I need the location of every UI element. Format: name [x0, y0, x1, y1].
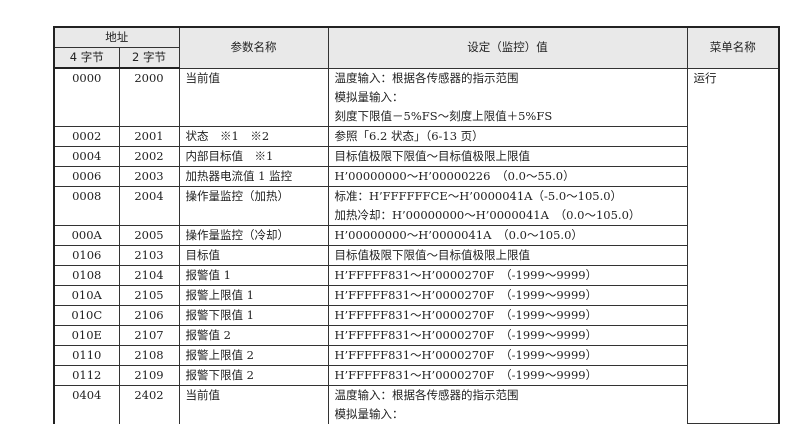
address-4byte: 0006 [53, 165, 120, 187]
table-row: 010E 2107 报警值 2 H’FFFFF831～H’0000270F （-199… [53, 324, 779, 346]
address-4byte: 0106 [53, 244, 120, 266]
table-row: 0112 2109 报警下限值 2 H’FFFFF831～H’0000270F （-1… [53, 364, 779, 386]
setting-value-line: 目标值极限下限值～目标值极限上限值 [334, 148, 531, 163]
param-name: 报警上限值 1 [178, 284, 329, 306]
param-name: 报警值 2 [178, 324, 329, 346]
table-row: 0108 2104 报警值 1 H’FFFFF831～H’0000270F （-199… [53, 264, 779, 286]
setting-value-line: H’FFFFF831～H’0000270F （-1999～9999） [334, 327, 598, 342]
setting-value: H’00000000～H’0000041A （0.0～105.0） [327, 224, 688, 246]
table-row: 010C 2106 报警下限值 1 H’FFFFF831～H’0000270F （-1… [53, 304, 779, 326]
setting-value-line: 加热冷却：H’00000000～H’0000041A （0.0～105.0） [334, 207, 641, 222]
param-name: 操作量监控（冷却） [178, 224, 329, 246]
setting-value: 温度输入：根据各传感器的指示范围 模拟量输入： 刻度下限值－5%FS～刻度上限值＋5… [327, 67, 688, 127]
address-2byte: 2104 [118, 264, 180, 286]
setting-value-line: 参照「6.2 状态」（6-13 页） [334, 128, 484, 143]
table-row: 010A 2105 报警上限值 1 H’FFFFF831～H’0000270F （-1… [53, 284, 779, 306]
param-name: 加热器电流值 1 监控 [178, 165, 329, 187]
table-row: 0008 2004 操作量监控（加热） 标准：H’FFFFFFCE～H’0000041… [53, 185, 779, 226]
address-2byte: 2005 [118, 224, 180, 246]
address-2byte: 2106 [118, 304, 180, 326]
setting-value-line: 温度输入：根据各传感器的指示范围 [334, 387, 519, 402]
address-header: 地址 [53, 26, 180, 48]
param-name: 操作量监控（加热） [178, 185, 329, 226]
address-4byte: 010A [53, 284, 120, 306]
setting-value: H’FFFFF831～H’0000270F （-1999～9999） [327, 264, 688, 286]
table-row: 0006 2003 加热器电流值 1 监控 H’00000000～H’00000226… [53, 165, 779, 187]
param-name: 报警下限值 2 [178, 364, 329, 386]
table-row: 0106 2103 目标值 目标值极限下限值～目标值极限上限值 [53, 244, 779, 266]
setting-value: 参照「6.2 状态」（6-13 页） [327, 125, 688, 147]
table-row: 000A 2005 操作量监控（冷却） H’00000000～H’0000041A （… [53, 224, 779, 246]
table-row: 0110 2108 报警上限值 2 H’FFFFF831～H’0000270F （-1… [53, 344, 779, 366]
address-2byte: 2107 [118, 324, 180, 346]
address-4byte: 010E [53, 324, 120, 346]
setting-value-line: H’00000000～H’00000226 （0.0～55.0） [334, 168, 575, 183]
address-2byte: 2108 [118, 344, 180, 366]
setting-value: H’00000000～H’00000226 （0.0～55.0） [327, 165, 688, 187]
table-row: 0000 2000 当前值 温度输入：根据各传感器的指示范围 模拟量输入： 刻度下限值－5… [53, 67, 780, 424]
setting-value: H’FFFFF831～H’0000270F （-1999～9999） [327, 344, 688, 366]
table-row: 0004 2002 内部目标值 ※1 目标值极限下限值～目标值极限上限值 [53, 145, 779, 167]
address-4byte: 000A [53, 224, 120, 246]
setting-header: 设定（监控）值 [327, 26, 688, 69]
setting-value-line: 温度输入：根据各传感器的指示范围 [334, 70, 519, 85]
setting-value-line: 模拟量输入： [334, 89, 404, 104]
bytes2-header: 2 字节 [118, 47, 180, 69]
address-2byte: 2002 [118, 145, 180, 167]
address-2byte: 2001 [118, 125, 180, 147]
setting-value-line: 刻度下限值－5%FS～刻度上限值＋5%FS [334, 108, 553, 123]
address-2byte: 2003 [118, 165, 180, 187]
address-2byte: 2103 [118, 244, 180, 266]
param-name: 报警上限值 2 [178, 344, 329, 366]
address-4byte: 0404 [53, 384, 120, 424]
address-2byte: 2000 [118, 67, 180, 127]
address-4byte: 0000 [53, 67, 120, 127]
setting-value: 标准：H’FFFFFFCE～H’0000041A（-5.0～105.0） 加热冷却… [327, 185, 688, 226]
param-name: 当前值 [178, 384, 329, 424]
address-4byte: 0112 [53, 364, 120, 386]
param-name: 内部目标值 ※1 [178, 145, 329, 167]
address-4byte: 0110 [53, 344, 120, 366]
setting-value-line: H’FFFFF831～H’0000270F （-1999～9999） [334, 287, 598, 302]
setting-value-line: H’FFFFF831～H’0000270F （-1999～9999） [334, 307, 598, 322]
setting-value: H’FFFFF831～H’0000270F （-1999～9999） [327, 364, 688, 386]
menu-name: 运行 [686, 67, 780, 424]
address-4byte: 010C [53, 304, 120, 326]
address-4byte: 0004 [53, 145, 120, 167]
setting-value: H’FFFFF831～H’0000270F （-1999～9999） [327, 304, 688, 326]
address-4byte: 0008 [53, 185, 120, 226]
setting-value: 温度输入：根据各传感器的指示范围 模拟量输入： [327, 384, 688, 424]
param-name: 目标值 [178, 244, 329, 266]
setting-value: H’FFFFF831～H’0000270F （-1999～9999） [327, 284, 688, 306]
param-name: 当前值 [178, 67, 329, 127]
address-2byte: 2004 [118, 185, 180, 226]
table-row: 0404 2402 当前值 温度输入：根据各传感器的指示范围 模拟量输入： [53, 384, 779, 424]
setting-value: 目标值极限下限值～目标值极限上限值 [327, 244, 688, 266]
param-name-header: 参数名称 [178, 26, 329, 69]
param-name: 状态 ※1 ※2 [178, 125, 329, 147]
address-2byte: 2109 [118, 364, 180, 386]
setting-value-line: H’FFFFF831～H’0000270F （-1999～9999） [334, 267, 598, 282]
menu-name-header: 菜单名称 [686, 26, 780, 69]
address-2byte: 2105 [118, 284, 180, 306]
table-row: 0002 2001 状态 ※1 ※2 参照「6.2 状态」（6-13 页） [53, 125, 779, 147]
setting-value: H’FFFFF831～H’0000270F （-1999～9999） [327, 324, 688, 346]
setting-value-line: H’00000000～H’0000041A （0.0～105.0） [334, 227, 583, 242]
setting-value: 目标值极限下限值～目标值极限上限值 [327, 145, 688, 167]
bytes4-header: 4 字节 [53, 47, 120, 69]
setting-value-line: 目标值极限下限值～目标值极限上限值 [334, 247, 531, 262]
param-name: 报警下限值 1 [178, 304, 329, 326]
address-2byte: 2402 [118, 384, 180, 424]
setting-value-line: H’FFFFF831～H’0000270F （-1999～9999） [334, 347, 598, 362]
setting-value-line: 标准：H’FFFFFFCE～H’0000041A（-5.0～105.0） [334, 188, 623, 203]
address-4byte: 0108 [53, 264, 120, 286]
param-name: 报警值 1 [178, 264, 329, 286]
address-4byte: 0002 [53, 125, 120, 147]
setting-value-line: 模拟量输入： [334, 406, 404, 421]
parameter-table: 地址 参数名称 设定（监控）值 菜单名称 4 字节 2 字节 0000 2000 当… [53, 26, 780, 424]
setting-value-line: H’FFFFF831～H’0000270F （-1999～9999） [334, 367, 598, 382]
